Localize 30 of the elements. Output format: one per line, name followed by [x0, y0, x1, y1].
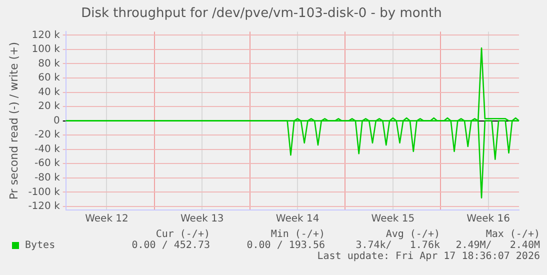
y-tick-label: -120 k [28, 201, 60, 212]
y-tick-label: 0 [53, 115, 60, 126]
text: Last update: Fri Apr 17 18:36:07 2026 [316, 251, 540, 262]
text: Cur (-/+) [154, 229, 210, 240]
y-tick-label: -80 k [34, 172, 60, 184]
y-tick-label: -20 k [34, 130, 60, 141]
legend-label: Bytes [25, 240, 56, 251]
x-tick-label: Week 16 [466, 214, 510, 225]
y-tick-label: 100 k [32, 44, 60, 56]
y-tick-label: 60 k [38, 72, 60, 84]
x-tick-label: Week 14 [276, 214, 320, 225]
y-tick-label: 20 k [38, 101, 60, 112]
text: Max (-/+) [484, 229, 540, 240]
y-axis-title: Pr second read (-) / write (+) [7, 42, 20, 200]
text: 3.74k/ 1.76k [354, 240, 440, 251]
x-tick-label: Week 15 [371, 214, 415, 225]
text: 2.49M/ 2.40M [454, 240, 540, 251]
text: Min (-/+) [270, 229, 325, 240]
y-tick-label: -60 k [34, 158, 60, 170]
text: 0.00 / 452.73 [130, 240, 210, 251]
text: 0.00 / 193.56 [246, 240, 325, 251]
y-tick-label: 40 k [38, 86, 60, 98]
x-tick-label: Week 13 [180, 214, 224, 225]
y-tick-label: 80 k [38, 58, 60, 70]
text: Avg (-/+) [384, 229, 440, 240]
y-tick-label: 120 k [32, 30, 60, 41]
chart-title: Disk throughput for /dev/pve/vm-103-disk-0 - by month [81, 6, 442, 22]
x-tick-label: Week 12 [85, 214, 128, 225]
y-tick-label: -100 k [28, 186, 60, 198]
y-tick-label: -40 k [34, 144, 60, 155]
